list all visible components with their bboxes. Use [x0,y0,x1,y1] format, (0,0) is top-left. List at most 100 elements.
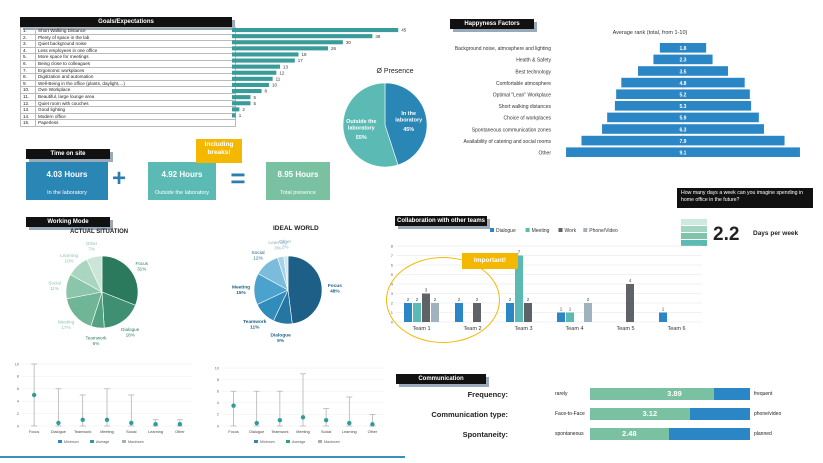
ideal-slice-value: 9% [277,338,285,344]
stats-category-label: Focus [228,430,238,434]
goals-row: 2. Plenty of space in the lab [20,33,236,42]
goals-row-number: 13. [20,106,36,114]
actual-slice [101,291,136,329]
stats-average-point [80,417,85,422]
collab-bar-value: 1 [662,307,665,312]
presence-slice-label-line: In the [401,111,416,117]
goals-bar-value: 13 [283,64,289,69]
goals-row-number: 6. [20,59,36,68]
stats-legend-swatch [286,440,290,443]
stats-category-label: Other [175,430,185,434]
collab-bar-value: 7 [518,250,521,255]
actual-stats-chart: 0 2 4 6 8 10 Focus Dialogue Teamwork Meeting Socia… [15,362,192,444]
collab-bar-value: 1 [569,307,572,312]
communication-scale-fill: 3.12 [590,408,690,420]
actual-slice-label: Learning [60,253,78,258]
collab-bar [659,312,667,322]
stats-average-point [370,422,375,427]
stack-layer-4 [681,240,707,246]
goals-row-number: 15. [20,119,36,127]
presence-slice-label-line: laboratory [348,125,376,131]
stats-category-label: Dialogue [51,430,66,434]
stats-category-label: Teamwork [271,430,288,434]
goals-row-label: Quiet background noise [35,40,236,48]
goals-row: 8. Digitization and automation [20,73,236,81]
goals-table: 1. Short Walking Distance 2. Plenty of spac… [20,27,236,127]
working-mode-title: Working Mode [26,217,110,227]
stats-category-label: Dialogue [249,430,264,434]
happiness-bar-value: 1.8 [680,46,687,52]
stats-category-label: Social [126,430,136,434]
stats-legend-swatch [254,440,258,443]
ideal-slice-value: 48% [330,289,340,295]
stats-legend-label: Maximum [128,440,144,444]
goals-row-label: Beautiful, large lounge area [35,92,236,101]
goals-row-number: 14. [20,112,36,121]
communication-right-label: frequent [754,391,773,397]
stats-average-point [277,418,283,423]
happiness-bar-label: Best technology [515,69,551,75]
goals-row-label: Digitization and automation [35,73,236,81]
communication-scale-bar: 3.89 [590,388,750,400]
goals-bar [232,101,251,106]
collab-legend-label: Dialogue [496,228,516,234]
goals-row: 10. Own Workplace [20,86,236,94]
communication-value: 3.89 [667,389,682,398]
stats-ytick: 4 [217,401,219,405]
goals-bar [232,52,299,57]
time-lab-box: 4.03 Hours In the laboratory [26,162,108,200]
communication-value: 3.12 [642,409,658,418]
collab-ytick: 8 [391,244,394,249]
stats-average-point [300,415,306,420]
collab-legend-swatch [583,228,588,232]
communication-value: 2.48 [622,429,637,438]
goals-bar [232,76,273,81]
time-lab-value: 4.03 Hours [46,170,88,179]
goals-row-label: Ergonomic workplaces [35,66,236,75]
goals-row: 13. Good lighting [20,106,236,114]
goals-row-label: Well-Being in the office (plants, daylig… [35,79,236,88]
stats-average-point [104,417,110,422]
collaboration-title: Collaboration with other teams [395,216,487,226]
ideal-stats-chart: 0 2 4 6 8 10 Focus Dialogue Teamwork Meeting Socia… [215,366,384,444]
collab-bar-value: 2 [587,297,590,302]
stats-average-point [153,421,158,427]
communication-row-label: Frequency: [467,390,508,399]
presence-slice-value: 55% [356,135,367,141]
stats-ytick: 6 [217,390,219,394]
goals-bar-value: 26 [331,46,337,51]
goals-row-number: 9. [20,79,36,88]
communication-scale-rest [669,428,750,440]
communication-row-label: Communication type: [431,410,508,419]
collab-ytick: 5 [391,272,394,277]
happiness-subtitle: Average rank (total, from 1-10) [612,30,688,36]
goals-row-number: 3. [20,40,36,48]
happiness-bar-label: Health & Safety [516,58,551,64]
stack-layer-3 [681,233,707,239]
goals-bar-value: 10 [272,83,278,88]
happiness-bar [566,147,800,157]
goals-bar [232,107,240,112]
ideal-slice-label: Focus [328,283,342,289]
goals-row-number: 11. [20,92,36,101]
stats-legend-label: Maximum [324,440,340,444]
presence-title: Ø Presence [376,68,414,75]
collab-team-label: Team 3 [514,326,532,332]
actual-slice-value: 11% [50,286,59,291]
stats-average-point [56,420,61,426]
happiness-bar-value: 3.5 [680,69,687,75]
collab-legend-swatch [558,228,563,232]
communication-title: Communication [396,374,486,384]
ideal-slice-label: Dialogue [271,332,292,338]
stats-legend-swatch [58,440,62,443]
stats-ytick: 10 [15,362,19,366]
actual-slice-value: 7% [88,247,95,252]
goals-row-label: Being close to colleagues [35,59,236,68]
stats-ytick: 0 [217,424,219,428]
stats-category-label: Teamwork [74,430,91,434]
communication-scale-bar: 2.48 [590,428,750,440]
collab-team-label: Team 5 [616,326,634,332]
